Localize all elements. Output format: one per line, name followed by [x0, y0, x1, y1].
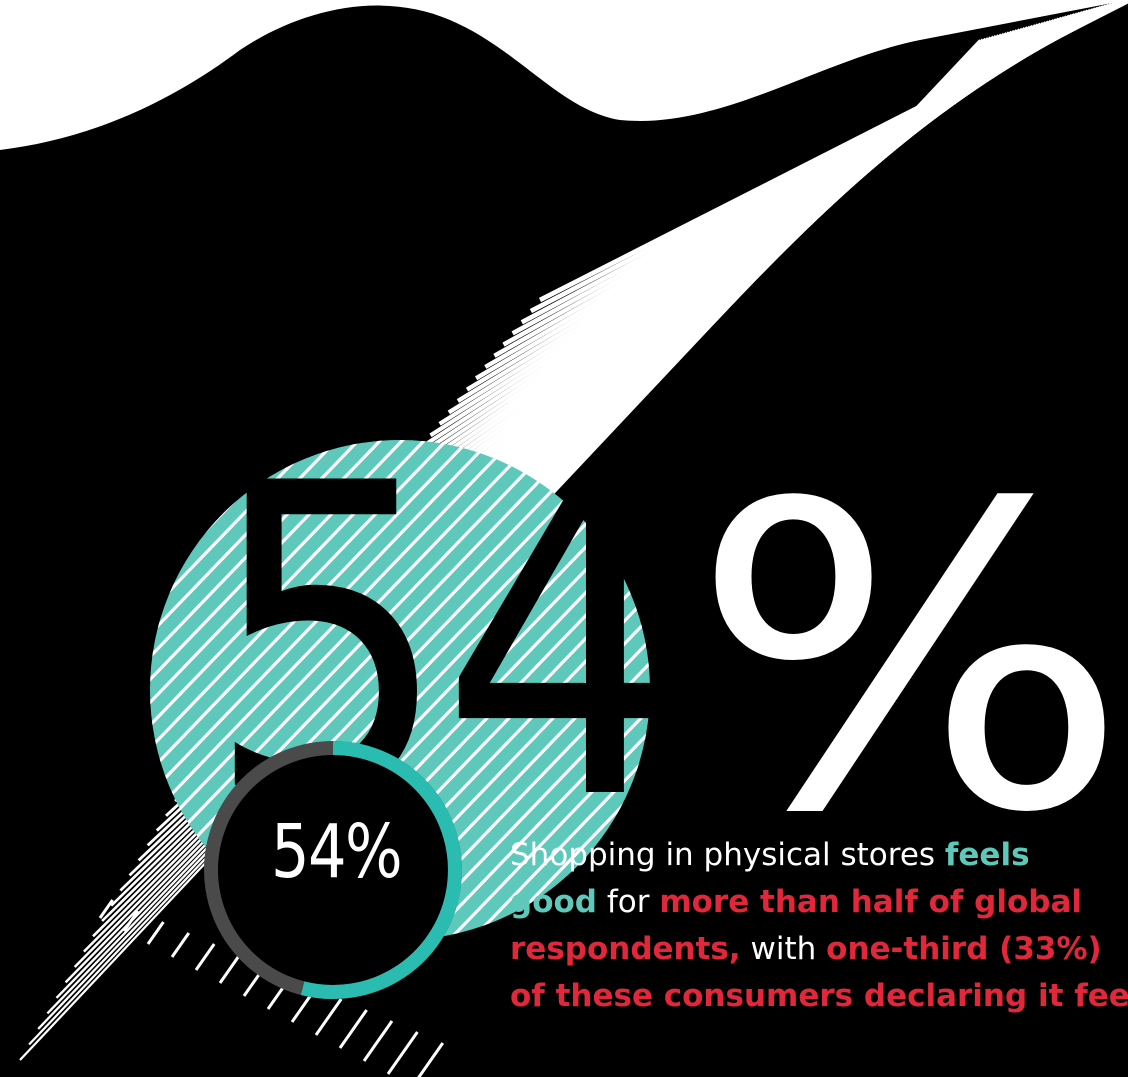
- svg-text:%: %: [690, 416, 1128, 905]
- caption-line-3: respondents, with one-third (33%): [510, 926, 1128, 973]
- circle-stripe: [406, 440, 650, 940]
- caption-line-1: Shopping in physical stores feels: [510, 832, 1128, 879]
- ring-percentage-label: 54%: [271, 809, 403, 895]
- burst-dash: [417, 1042, 445, 1077]
- burst-dash: [314, 998, 343, 1036]
- caption-highlight-teal: feels: [944, 837, 1030, 873]
- burst-dash: [194, 943, 216, 971]
- burst-dash: [170, 932, 191, 958]
- caption-line-4: of these consumers declaring it feels: [510, 973, 1128, 1020]
- ring-center: [211, 748, 455, 992]
- burst-dash: [386, 1031, 419, 1075]
- circle-stripe: [150, 440, 446, 940]
- caption-line-2: good for more than half of global: [510, 879, 1128, 926]
- ring-chart: [204, 741, 462, 999]
- caption-highlight-red: of these consumers declaring it feels: [510, 978, 1128, 1014]
- circle-stripe: [150, 440, 380, 940]
- caption-segment: with: [740, 931, 827, 967]
- circle-stripe: [428, 440, 650, 940]
- circle-stripe: [150, 440, 578, 940]
- caption-highlight-red: more than half of global: [659, 884, 1083, 920]
- circle-stripe: [150, 440, 512, 940]
- circle-stripe: [150, 440, 402, 940]
- circle-stripe: [150, 440, 336, 940]
- circle-stripe: [150, 440, 424, 940]
- circle-stripe: [150, 440, 358, 940]
- burst-line: [538, 0, 1128, 303]
- burst-dash: [218, 954, 241, 984]
- burst-dash: [338, 1009, 368, 1049]
- caption-segment: Shopping in physical stores: [510, 837, 945, 873]
- burst-dash: [362, 1020, 394, 1062]
- ring-progress-arc: [300, 741, 462, 999]
- caption-highlight-red: one-third (33%): [826, 931, 1102, 967]
- burst-dash: [98, 899, 114, 919]
- caption-text: Shopping in physical stores feels good f…: [510, 832, 1128, 1020]
- circle-stripe: [472, 440, 650, 940]
- circle-stripe: [150, 440, 490, 940]
- circle-stripe: [450, 440, 650, 940]
- caption-highlight-red: respondents,: [510, 931, 741, 967]
- burst-dash: [146, 921, 165, 945]
- burst-dash: [122, 910, 140, 932]
- headline-percent-sign: %: [690, 416, 1128, 905]
- circle-stripe: [150, 440, 468, 940]
- circle-stripe: [150, 440, 556, 940]
- circle-stripe: [150, 440, 534, 940]
- caption-segment: for: [596, 884, 660, 920]
- caption-highlight-teal: good: [510, 884, 597, 920]
- circle-stripe: [384, 440, 650, 940]
